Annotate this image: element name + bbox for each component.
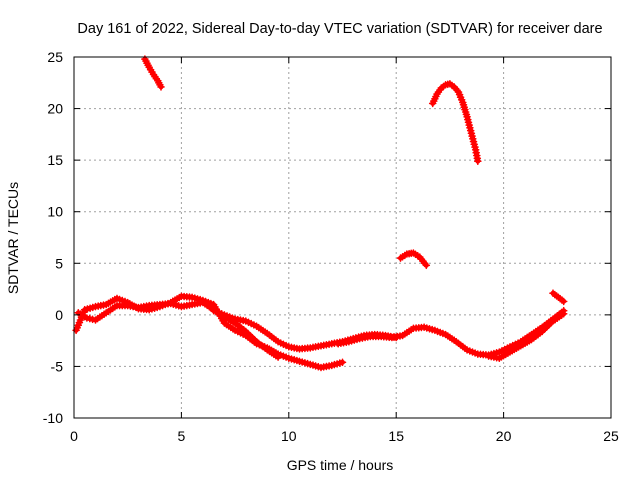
y-tick-label: 25	[47, 49, 63, 65]
x-tick-label: 15	[388, 428, 404, 444]
chart-title: Day 161 of 2022, Sidereal Day-to-day VTE…	[77, 21, 602, 37]
x-tick-label: 0	[70, 428, 78, 444]
x-axis-label: GPS time / hours	[287, 457, 394, 473]
data-point	[157, 83, 165, 91]
series-arc-1	[141, 55, 165, 91]
y-tick-label: 15	[47, 152, 63, 168]
series-arc-8	[484, 310, 568, 362]
data-point	[422, 261, 431, 270]
data-point	[338, 358, 347, 367]
data-point	[559, 310, 568, 318]
x-tick-label: 10	[281, 428, 297, 444]
y-tick-label: 5	[55, 255, 63, 271]
series-arc-3	[396, 249, 431, 270]
x-tick-label: 5	[178, 428, 186, 444]
data-point	[559, 297, 568, 306]
plot-frame	[73, 56, 612, 419]
data-series	[72, 55, 568, 372]
y-tick-label: -10	[43, 410, 63, 426]
y-tick-label: -5	[51, 358, 64, 374]
data-point	[474, 157, 482, 165]
series-arc-7	[334, 306, 568, 359]
series-arc-2	[428, 80, 482, 165]
y-axis-label: SDTVAR / TECUs	[5, 182, 21, 294]
y-tick-label: 20	[47, 101, 63, 117]
x-tick-label: 20	[496, 428, 512, 444]
series-arc-9	[549, 289, 568, 306]
axis-ticks: 0 5 10 15 20 25 -10 -5 0 5 10 15 20 25	[43, 49, 619, 444]
series-arc-5	[74, 298, 282, 361]
x-tick-label: 25	[603, 428, 619, 444]
y-tick-label: 10	[47, 204, 63, 220]
y-tick-label: 0	[55, 307, 63, 323]
data-point	[274, 353, 282, 361]
